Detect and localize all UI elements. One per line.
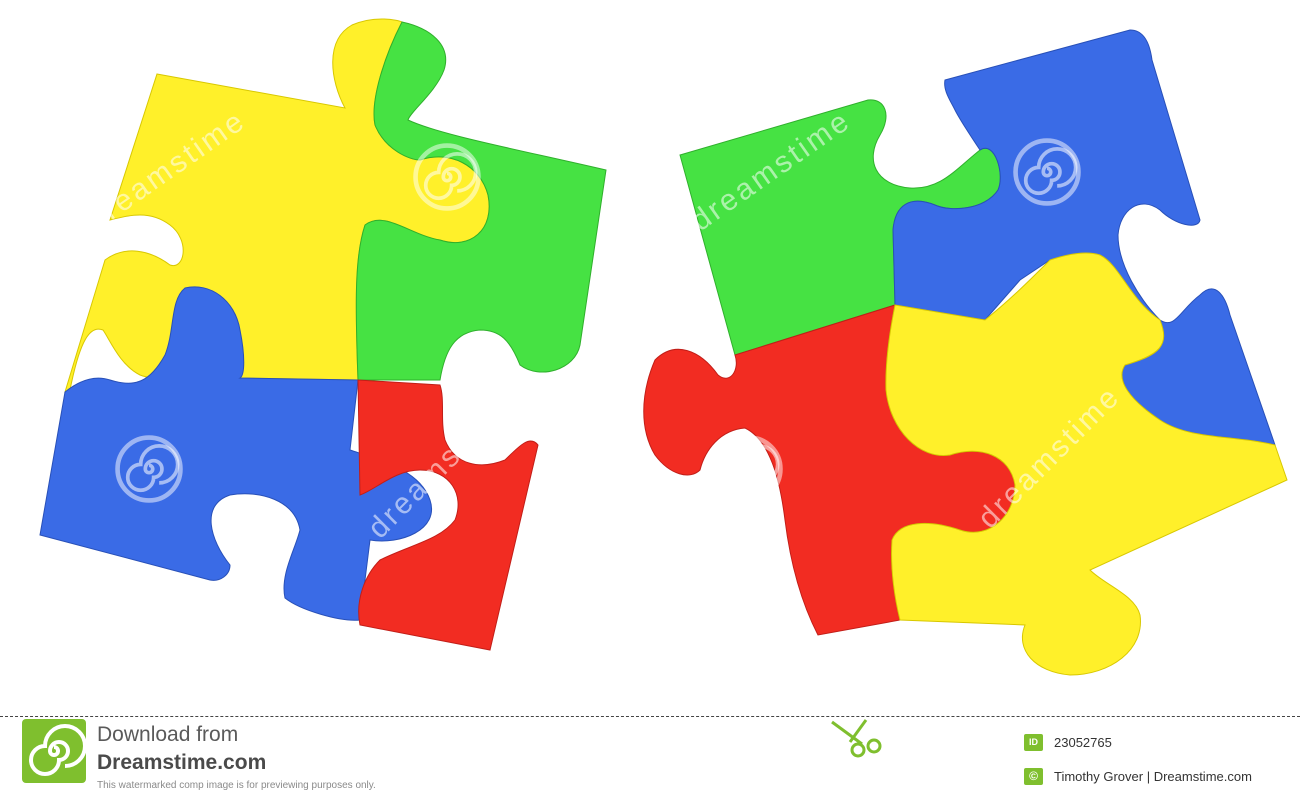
cut-line-divider: [0, 716, 1300, 717]
image-canvas: dreamstime dreamstime dreamstime dreamst…: [39, 18, 1288, 676]
copyright-icon: ©: [1024, 768, 1043, 785]
download-from-text: Download from: [97, 723, 239, 746]
left-blue-piece: [39, 286, 433, 621]
left-green-piece: [355, 21, 607, 381]
image-id: 23052765: [1054, 735, 1112, 750]
right-yellow-piece: [885, 252, 1288, 676]
left-puzzle-group: dreamstime dreamstime: [39, 18, 607, 651]
preview-notice: This watermarked comp image is for previ…: [97, 780, 376, 791]
puzzle-illustration: dreamstime dreamstime dreamstime dreamst…: [39, 18, 1288, 676]
right-puzzle-group: dreamstime dreamstime: [643, 29, 1288, 676]
watermark-footer: Download from Dreamstime.com This waterm…: [0, 712, 1300, 805]
dreamstime-logo-icon: [22, 719, 86, 783]
scissors-icon: [831, 719, 882, 758]
author-credit[interactable]: Timothy Grover | Dreamstime.com: [1054, 769, 1252, 784]
id-badge-icon: ID: [1024, 734, 1043, 751]
dreamstime-brand-text[interactable]: Dreamstime.com: [97, 751, 267, 774]
left-red-piece: [357, 379, 539, 651]
